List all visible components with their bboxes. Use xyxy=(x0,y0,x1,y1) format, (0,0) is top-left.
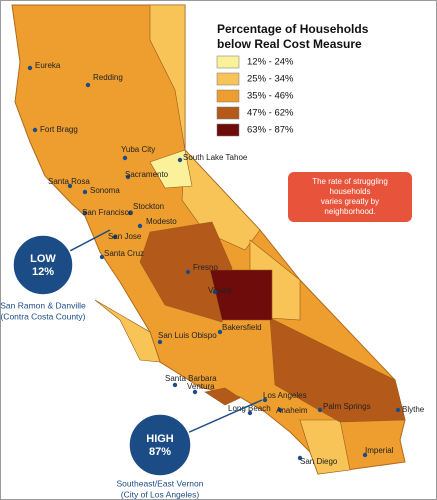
city-dot xyxy=(32,127,38,133)
city-label: Imperial xyxy=(365,446,394,455)
city-dot xyxy=(362,452,368,458)
callout-caption: (City of Los Angeles) xyxy=(121,489,200,499)
callout-badge xyxy=(128,413,192,477)
note-box xyxy=(288,172,412,222)
city-label: Los Angeles xyxy=(263,391,307,400)
city-label: San Francisco xyxy=(82,208,134,217)
legend-title: below Real Cost Measure xyxy=(217,37,362,51)
legend-label: 25% - 34% xyxy=(247,74,294,85)
city-label: Eureka xyxy=(35,61,61,70)
city-dot xyxy=(122,155,128,161)
regions xyxy=(11,4,406,475)
callout-caption: (Contra Costa County) xyxy=(0,311,85,321)
note-line: households xyxy=(330,187,371,196)
city-dot xyxy=(212,289,218,295)
city-dot xyxy=(317,407,323,413)
note-line: varies greatly by xyxy=(321,197,379,206)
city-dot xyxy=(157,339,163,345)
city-label: South Lake Tahoe xyxy=(183,153,248,162)
city-dot xyxy=(137,223,143,229)
legend-label: 12% - 24% xyxy=(247,57,294,68)
city-label: Yuba City xyxy=(121,145,155,154)
city-dot xyxy=(277,407,283,413)
region xyxy=(299,419,351,475)
city-label: Palm Springs xyxy=(323,402,371,411)
city-label: Fresno xyxy=(193,263,218,272)
region xyxy=(94,299,161,363)
badge-text: 87% xyxy=(149,446,171,458)
region xyxy=(209,269,273,321)
callout-caption: Southeast/East Vernon xyxy=(117,478,204,488)
city-label: Sonoma xyxy=(90,186,120,195)
city-label: Santa Barbara xyxy=(165,374,217,383)
overlay: Eureka Redding Fort Bragg Yuba City South La… xyxy=(0,22,425,499)
city-dot xyxy=(85,82,91,88)
city-dot xyxy=(127,210,133,216)
city-dot xyxy=(27,65,33,71)
note-line: neighborhood. xyxy=(324,207,375,216)
city-dot xyxy=(192,389,198,395)
legend-label: 35% - 46% xyxy=(247,91,294,102)
legend-swatch xyxy=(216,123,240,137)
city-dot xyxy=(99,254,105,260)
city-dot xyxy=(247,410,253,416)
city-label: San Diego xyxy=(300,457,338,466)
city-label: Fort Bragg xyxy=(40,125,78,134)
city-label: Long Beach xyxy=(228,404,271,413)
city-label: San Luis Obispo xyxy=(158,331,217,340)
city-dot xyxy=(297,455,303,461)
city-dot xyxy=(262,397,268,403)
city-label: Visalia xyxy=(208,286,232,295)
city-label: Bakersfield xyxy=(222,323,262,332)
badge-text: LOW xyxy=(30,253,56,265)
city-label: Ventura xyxy=(187,382,215,391)
city-label: Sacramento xyxy=(125,170,169,179)
legend-swatch xyxy=(216,72,240,86)
legend-swatch xyxy=(216,106,240,120)
region xyxy=(269,317,406,423)
callout-badge xyxy=(12,234,74,296)
region xyxy=(149,4,186,151)
city-label: San Jose xyxy=(108,232,142,241)
city-dot xyxy=(172,382,178,388)
city-label: Santa Rosa xyxy=(48,177,90,186)
legend-label: 47% - 62% xyxy=(247,108,294,119)
city-dot xyxy=(125,174,131,180)
city-label: Redding xyxy=(93,73,123,82)
city-label: Modesto xyxy=(146,217,177,226)
city-dot xyxy=(82,189,88,195)
city-dot xyxy=(177,157,183,163)
city-dot xyxy=(395,407,401,413)
badge-text: HIGH xyxy=(146,433,174,445)
city-dot xyxy=(185,269,191,275)
legend-swatch xyxy=(216,89,240,103)
city-label: Blythe xyxy=(402,405,425,414)
city-dot xyxy=(217,329,223,335)
legend-swatch xyxy=(216,55,240,69)
region xyxy=(204,387,241,406)
note-line: The rate of struggling xyxy=(312,177,388,186)
callout-caption: San Ramon & Danville xyxy=(0,300,86,310)
city-dot xyxy=(82,210,88,216)
badge-text: 12% xyxy=(32,266,54,278)
city-dot xyxy=(67,183,73,189)
city-label: Stockton xyxy=(133,202,164,211)
city-label: Anaheim xyxy=(276,406,308,415)
legend-label: 63% - 87% xyxy=(247,125,294,136)
city-label: Santa Cruz xyxy=(104,249,144,258)
legend-title: Percentage of Households xyxy=(217,22,369,36)
city-dot xyxy=(112,234,118,240)
